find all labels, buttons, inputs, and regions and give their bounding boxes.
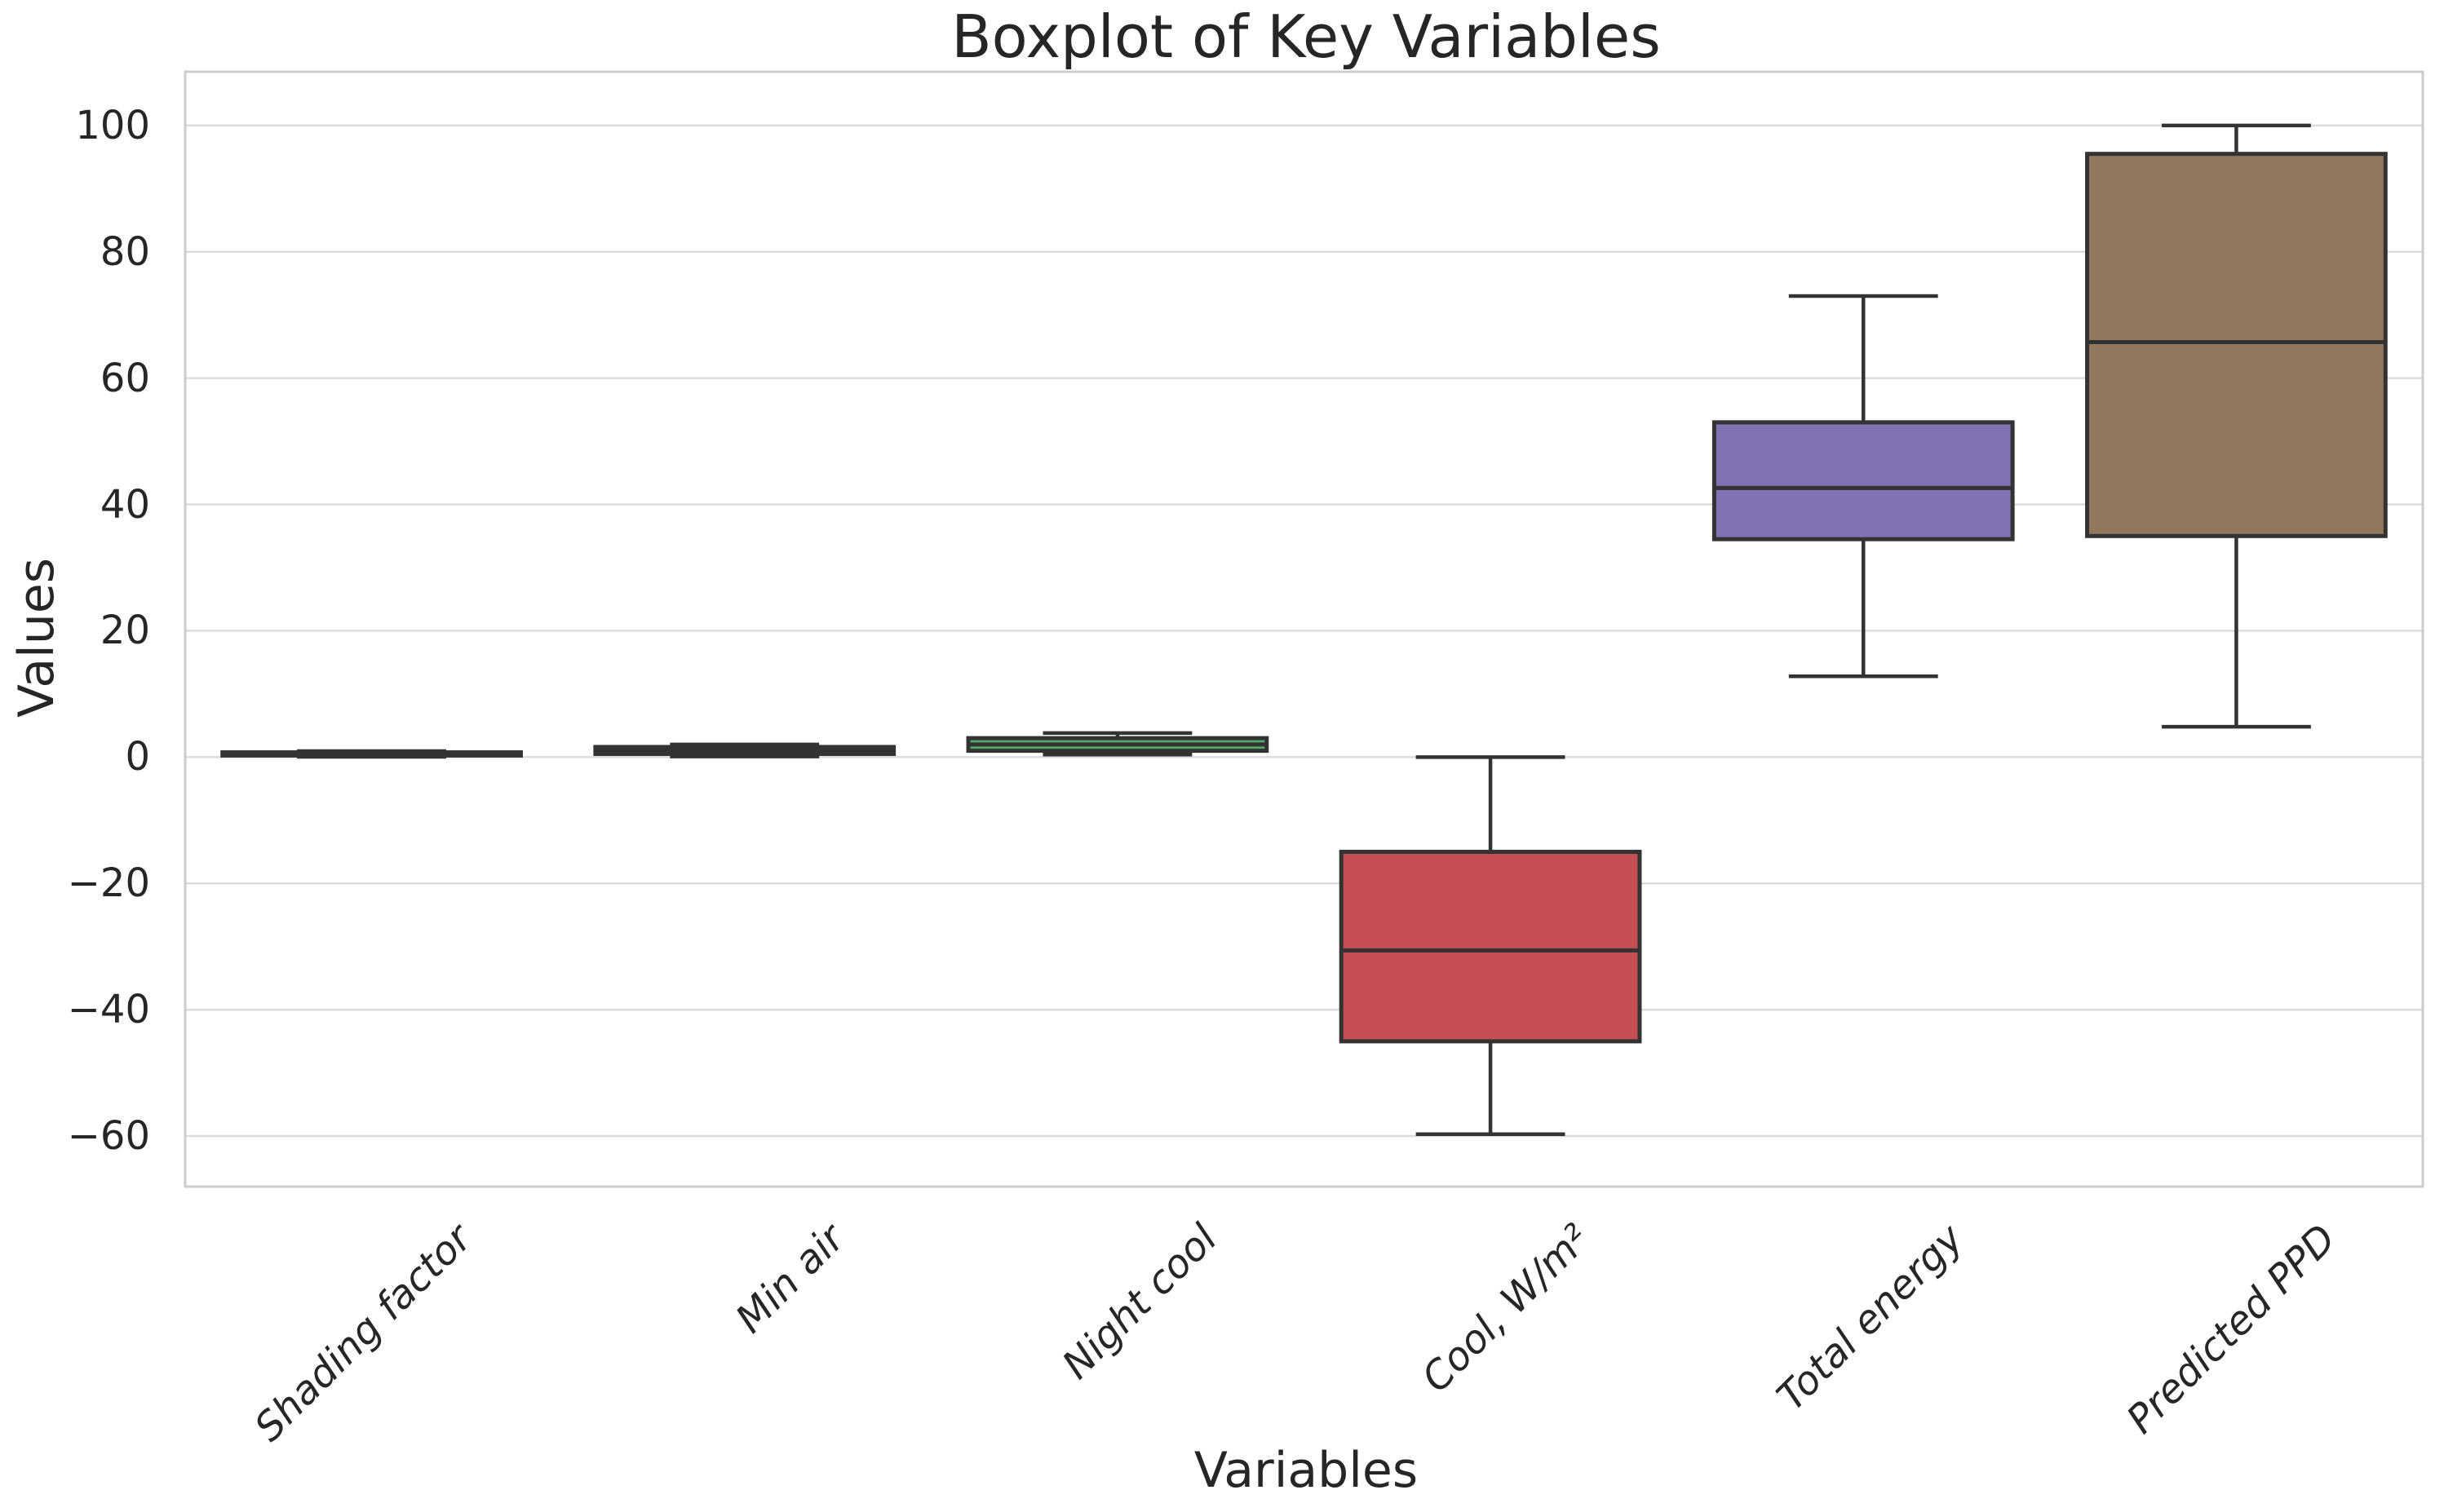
y-tick-label: 80: [100, 228, 150, 275]
box-group-5: [1711, 294, 2015, 679]
chart-title: Boxplot of Key Variables: [951, 2, 1661, 71]
box-rect: [1711, 420, 2015, 542]
y-tick-label: −40: [67, 987, 150, 1033]
y-tick-label: 0: [125, 734, 150, 780]
box-group-1: [220, 749, 523, 759]
y-tick-label: 40: [100, 481, 150, 528]
box-group-2: [593, 742, 897, 758]
y-tick-label: 20: [100, 608, 150, 654]
x-axis-label: Variables: [1193, 1442, 1419, 1499]
y-tick-label: −60: [67, 1113, 150, 1160]
box-rect: [1339, 850, 1642, 1044]
box-rect: [2085, 152, 2388, 538]
box-group-4: [1339, 755, 1642, 1136]
y-axis-label: Values: [8, 557, 65, 718]
box-group-6: [2085, 123, 2388, 729]
y-tick-label: −20: [67, 860, 150, 907]
y-tick-label: 100: [75, 102, 150, 148]
box-group-3: [966, 731, 1269, 757]
plot-border: [184, 70, 2424, 1188]
y-tick-label: 60: [100, 355, 150, 401]
